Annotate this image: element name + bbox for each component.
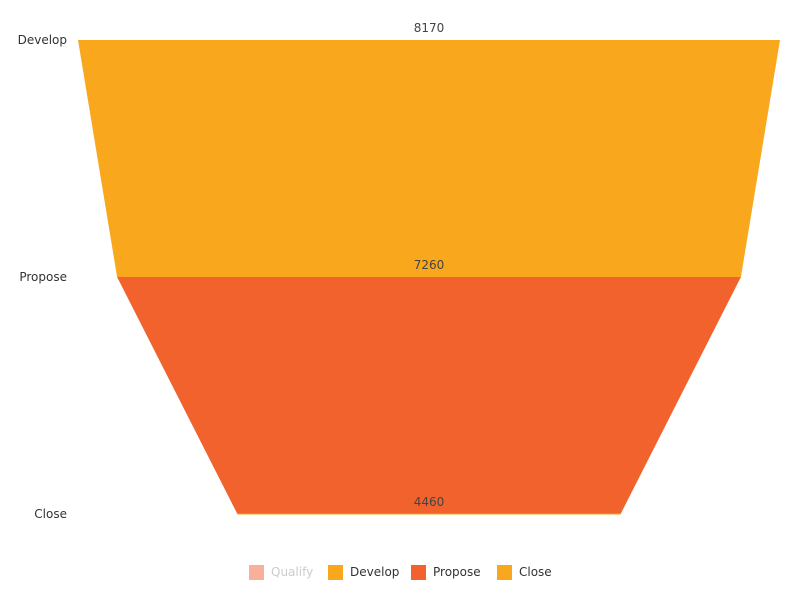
stage-label-propose: Propose xyxy=(19,270,67,284)
legend-swatch-close[interactable] xyxy=(497,565,512,580)
legend-item-propose[interactable]: Propose xyxy=(411,565,481,580)
legend-item-close[interactable]: Close xyxy=(497,565,552,580)
legend-swatch-develop[interactable] xyxy=(328,565,343,580)
value-label-layer: 8170 7260 4460 xyxy=(414,21,445,509)
funnel-layer xyxy=(78,40,780,515)
legend-label-close[interactable]: Close xyxy=(519,565,552,579)
legend-label-qualify[interactable]: Qualify xyxy=(271,565,313,579)
legend-item-qualify[interactable]: Qualify xyxy=(249,565,313,580)
legend-label-develop[interactable]: Develop xyxy=(350,565,399,579)
legend[interactable]: Qualify Develop Propose Close xyxy=(249,565,552,580)
stage-label-layer: Develop Propose Close xyxy=(18,33,67,521)
legend-label-propose[interactable]: Propose xyxy=(433,565,481,579)
funnel-segment-close[interactable] xyxy=(237,513,621,515)
funnel-segment-develop[interactable] xyxy=(78,40,780,277)
stage-label-develop: Develop xyxy=(18,33,67,47)
legend-item-develop[interactable]: Develop xyxy=(328,565,399,580)
legend-swatch-qualify[interactable] xyxy=(249,565,264,580)
funnel-segment-propose[interactable] xyxy=(117,277,741,514)
value-label-close: 4460 xyxy=(414,495,445,509)
value-label-propose: 7260 xyxy=(414,258,445,272)
value-label-develop: 8170 xyxy=(414,21,445,35)
legend-swatch-propose[interactable] xyxy=(411,565,426,580)
stage-label-close: Close xyxy=(34,507,67,521)
